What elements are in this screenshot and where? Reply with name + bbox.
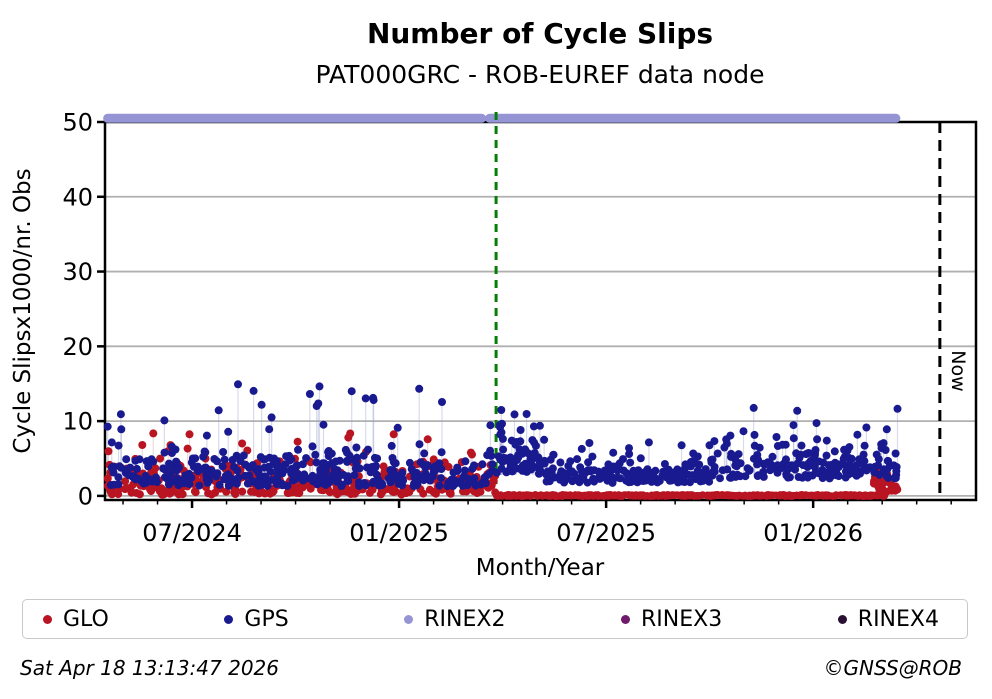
legend-marker-icon xyxy=(224,614,234,624)
scatter-points xyxy=(103,380,902,500)
x-tick-label: 01/2026 xyxy=(763,519,863,547)
legend-item-rinex3: RINEX3 xyxy=(621,607,722,632)
y-tick-label: 40 xyxy=(62,183,93,211)
scatter-series-gps xyxy=(103,380,497,491)
now-line-label: Now xyxy=(947,350,969,391)
scatter-series-gps xyxy=(542,438,714,487)
y-axis-label: Cycle Slipsx1000/nr. Obs xyxy=(10,168,36,453)
x-tick-label: 07/2024 xyxy=(142,519,242,547)
legend-item-gps: GPS xyxy=(224,606,289,632)
axis-ticks: 0 10 20 30 40 50 07/2024 01/2025 07/2025 01/2026 xyxy=(62,109,952,547)
plot-timestamp: Sat Apr 18 13:13:47 2026 xyxy=(20,656,279,680)
scatter-series-glo xyxy=(492,491,889,500)
legend-label: GLO xyxy=(63,606,109,632)
legend-label: GPS xyxy=(244,606,289,632)
y-tick-label: 20 xyxy=(62,333,93,361)
legend-marker-icon xyxy=(621,614,631,624)
y-tick-label: 50 xyxy=(62,109,93,137)
legend-label: RINEX2 xyxy=(424,606,506,632)
x-tick-label: 07/2025 xyxy=(556,519,656,547)
legend-item-glo: GLO xyxy=(43,607,109,632)
legend-box: GLO GPS RINEX2 RINEX3 RINEX4 xyxy=(22,599,968,639)
legend-marker-icon xyxy=(43,614,52,624)
chart-subtitle: PAT000GRC - ROB-EUREF data node xyxy=(316,60,765,89)
credit-text: ©GNSS@ROB xyxy=(823,656,963,680)
scatter-series-gps xyxy=(707,403,902,483)
scatter-series-gps xyxy=(492,406,549,478)
y-tick-label: 10 xyxy=(62,408,93,436)
y-tick-label: 0 xyxy=(78,482,93,510)
legend-marker-icon xyxy=(404,614,414,624)
legend-label: RINEX4 xyxy=(857,606,939,632)
x-axis-label: Month/Year xyxy=(476,555,605,581)
x-tick-label: 01/2025 xyxy=(349,519,449,547)
y-tick-label: 30 xyxy=(62,258,93,286)
marker-vlines xyxy=(494,112,942,500)
legend-marker-icon xyxy=(837,614,847,624)
legend-item-rinex4: RINEX4 xyxy=(837,606,939,632)
legend-item-rinex2: RINEX2 xyxy=(404,607,505,632)
chart-title: Number of Cycle Slips xyxy=(367,17,713,50)
legend-label: RINEX3 xyxy=(641,606,723,632)
